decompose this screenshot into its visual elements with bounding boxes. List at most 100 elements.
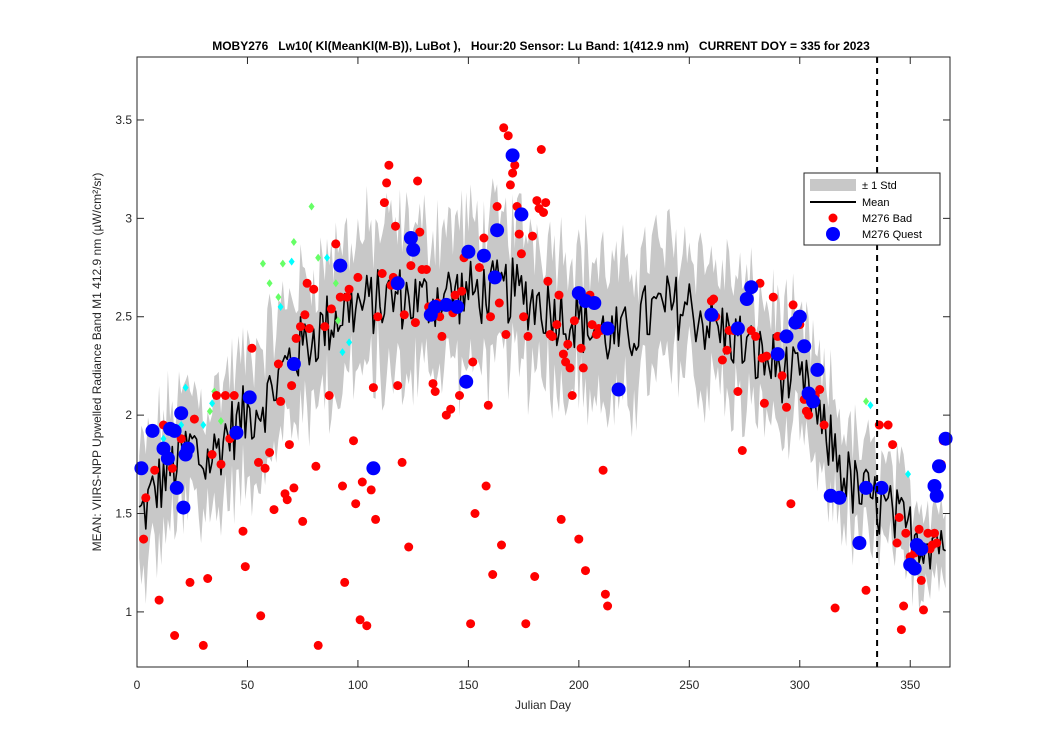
x-tick-label: 200 (569, 678, 589, 692)
bad-point (883, 420, 893, 430)
bad-point (185, 577, 195, 587)
quest-point (333, 258, 348, 273)
bad-point (284, 440, 294, 450)
bad-point (598, 465, 608, 475)
bad-point (397, 457, 407, 467)
bad-point (344, 284, 354, 294)
quest-point (907, 561, 922, 576)
bad-point (265, 448, 275, 457)
bad-point (532, 196, 542, 206)
bad-point (291, 333, 301, 343)
bad-point (355, 615, 365, 625)
bad-point (212, 391, 221, 400)
x-tick-label: 50 (241, 678, 255, 692)
bad-point (391, 221, 400, 231)
y-tick-label: 2.5 (115, 310, 132, 324)
bad-point (932, 538, 942, 548)
cyan-diamond-point (182, 383, 189, 392)
bad-point (563, 339, 573, 349)
bad-point (556, 514, 566, 524)
cyan-diamond-point (905, 470, 912, 479)
quest-point (174, 406, 189, 421)
quest-point (242, 390, 257, 405)
bad-point (415, 227, 425, 237)
bad-point (366, 485, 376, 495)
bad-point (523, 331, 533, 341)
bad-point (830, 603, 840, 613)
bad-point (260, 463, 270, 473)
bad-point (340, 577, 350, 587)
bad-point (488, 570, 498, 579)
green-diamond-point (266, 279, 273, 288)
bad-point (256, 611, 266, 621)
bad-point (377, 269, 387, 278)
bad-point (516, 249, 526, 259)
bad-point (581, 566, 590, 576)
bad-point (896, 625, 906, 635)
quest-point (390, 276, 405, 291)
quest-point (914, 541, 929, 556)
bad-point (141, 493, 151, 503)
quest-point (797, 339, 812, 354)
y-tick-label: 2 (125, 408, 132, 422)
green-diamond-point (335, 316, 342, 325)
bad-point (539, 208, 548, 217)
bad-point (567, 391, 577, 400)
quest-point (167, 423, 182, 438)
y-axis-label: MEAN: VIIRS-NPP Upwelled Radiance Band M… (90, 173, 104, 552)
quest-point (932, 459, 946, 474)
bad-point (282, 495, 292, 505)
bad-point (717, 355, 727, 365)
legend-quest-swatch (826, 227, 840, 241)
legend-quest-label: M276 Quest (862, 229, 922, 241)
cyan-diamond-point (339, 348, 346, 357)
bad-point (759, 398, 769, 408)
bad-point (815, 385, 825, 394)
bad-point (574, 534, 584, 544)
bad-point (167, 463, 177, 473)
bad-point (474, 263, 484, 272)
quest-point (505, 148, 520, 163)
bad-point (552, 320, 562, 330)
bad-point (519, 312, 529, 322)
bad-point (404, 542, 414, 552)
bad-point (554, 290, 564, 300)
bad-point (888, 440, 898, 450)
bad-point (470, 509, 480, 518)
bad-point (326, 304, 336, 314)
bad-point (304, 324, 314, 333)
bad-point (413, 176, 423, 186)
quest-point (286, 357, 301, 371)
bad-point (777, 371, 787, 381)
bad-point (457, 286, 467, 296)
legend-std-label: ± 1 Std (862, 180, 897, 192)
bad-point (733, 387, 743, 396)
bad-point (450, 290, 460, 300)
quest-point (806, 394, 820, 409)
bad-point (576, 343, 586, 353)
bad-point (587, 320, 597, 330)
quest-point (792, 309, 807, 324)
legend-mean-label: Mean (862, 197, 890, 209)
quest-point (366, 461, 381, 476)
bad-point (916, 575, 926, 585)
bad-point (220, 391, 230, 400)
bad-point (521, 619, 531, 629)
bad-point (238, 526, 248, 536)
quest-point (730, 321, 745, 336)
y-tick-label: 3 (125, 211, 132, 225)
bad-point (269, 505, 279, 515)
bad-point (247, 343, 257, 353)
bad-point (399, 310, 409, 320)
bad-point (338, 481, 347, 491)
bad-point (287, 381, 297, 391)
bad-point (510, 160, 520, 170)
bad-point (254, 457, 263, 467)
green-diamond-point (308, 202, 315, 211)
bad-point (302, 278, 312, 288)
bad-point (216, 459, 226, 469)
bad-point (505, 180, 515, 190)
quest-point (476, 248, 491, 263)
green-diamond-point (332, 279, 339, 288)
